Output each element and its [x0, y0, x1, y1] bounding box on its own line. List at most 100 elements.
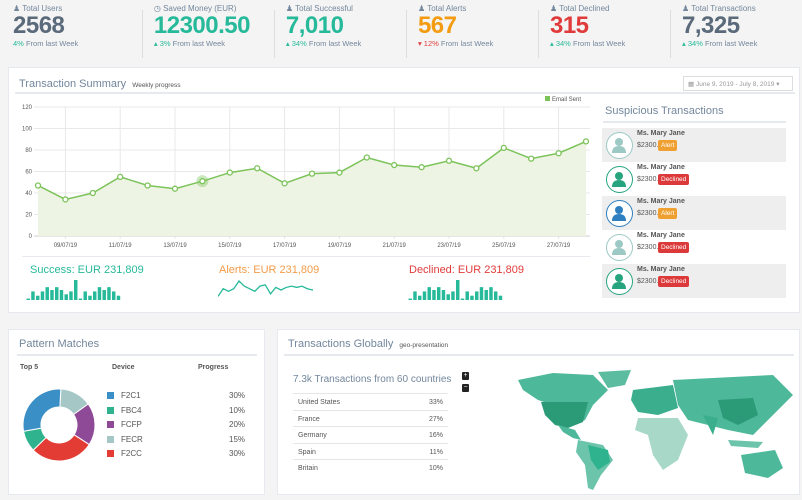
world-map: [518, 370, 793, 490]
spark-bar: [102, 290, 106, 300]
data-point[interactable]: [226, 169, 233, 176]
data-point[interactable]: [144, 182, 151, 189]
data-point[interactable]: [171, 185, 179, 192]
data-point[interactable]: [199, 178, 206, 185]
success-total: Success: EUR 231,809: [30, 264, 144, 276]
stat-total-declined: ♟ Total Declined 315 ▴ 34% From last Wee…: [537, 4, 670, 58]
global-headline: 7.3k Transactions from 60 countries: [293, 374, 452, 385]
spark-bar: [26, 298, 30, 300]
data-point[interactable]: [555, 150, 562, 157]
avatar: [606, 200, 633, 227]
change-text: From last Week: [440, 39, 494, 48]
suspicious-item[interactable]: Ms. Mary Jane $2300. Declined: [602, 230, 786, 264]
spark-bar: [498, 295, 503, 300]
data-point[interactable]: [418, 164, 425, 171]
date-range-text: June 9, 2019 - July 8, 2019: [695, 81, 775, 88]
change-pct: 34%: [291, 39, 307, 48]
stat-total-alerts: ♟ Total Alerts 567 ▾ 12% From last Week: [405, 4, 538, 58]
map-greenland: [598, 370, 631, 388]
stat-change: ▴ 34% From last Week: [682, 39, 802, 48]
data-point[interactable]: [528, 155, 535, 162]
spark-bar: [107, 287, 111, 300]
data-point[interactable]: [117, 173, 124, 181]
col-device: Device: [112, 364, 135, 371]
amount: $2300.: [637, 142, 659, 149]
data-point[interactable]: [308, 170, 316, 177]
stat-label: ♟ Total Successful: [286, 4, 406, 13]
suspicious-title: Suspicious Transactions: [605, 105, 724, 117]
map-africa: [635, 418, 688, 470]
date-range-picker[interactable]: ▦ June 9, 2019 - July 8, 2019 ▾: [683, 76, 793, 91]
legend-swatch: [107, 421, 114, 428]
donut-slice-f2c1[interactable]: [22, 388, 62, 432]
spark-bar: [55, 287, 59, 300]
y-tick-label: 120: [22, 105, 33, 111]
data-point[interactable]: [62, 196, 69, 203]
spark-bar: [456, 280, 460, 300]
progress-value: 20%: [229, 420, 246, 429]
spark-bar: [427, 287, 431, 300]
subtitle: Weekly progress: [132, 82, 181, 89]
spark-bar: [475, 291, 479, 300]
device-name: F2C1: [121, 391, 141, 400]
stat-label: ♟ Total Transactions: [682, 4, 802, 13]
zoom-in-button[interactable]: +: [462, 372, 469, 380]
change-text: From last Week: [25, 39, 79, 48]
stat-value: 2568: [13, 12, 65, 39]
stat-value: 315: [549, 12, 589, 39]
spark-bar: [83, 291, 87, 300]
device-name: FCFP: [121, 420, 142, 429]
map-usa: [541, 402, 588, 428]
map-india: [703, 415, 718, 435]
spark-bar: [494, 291, 498, 300]
arrow-down-icon: ▾: [417, 39, 422, 48]
user-icon: [612, 138, 626, 153]
country-name: Britain: [298, 465, 318, 472]
data-point[interactable]: [34, 182, 42, 189]
data-point[interactable]: [281, 180, 288, 187]
country-pct: 16%: [428, 432, 443, 439]
area-fill: [38, 141, 586, 236]
status-badge: Declined: [658, 174, 690, 185]
x-tick-label: 23/07/19: [437, 243, 461, 249]
data-point[interactable]: [89, 189, 96, 197]
change-text: From last Week: [308, 39, 362, 48]
arrow-up-icon: ▴: [153, 39, 158, 48]
data-point[interactable]: [363, 154, 370, 161]
suspicious-item[interactable]: Ms. Mary Jane $2300. Declined: [602, 264, 786, 298]
data-point[interactable]: [254, 165, 261, 172]
spark-bar: [78, 298, 83, 300]
stat-total-transactions: ♟ Total Transactions 7,325 ▴ 34% From la…: [670, 4, 802, 58]
spark-bar: [112, 291, 116, 300]
suspicious-item[interactable]: Ms. Mary Jane $2300. Alert: [602, 128, 786, 162]
change-pct: 3%: [159, 39, 171, 48]
y-tick-label: 60: [25, 170, 32, 176]
change-pct: 4%: [13, 39, 24, 48]
donut-chart: [22, 388, 96, 462]
spark-bar: [64, 294, 68, 300]
avatar: [606, 132, 633, 159]
data-point[interactable]: [391, 161, 398, 169]
status-badge: Alert: [658, 140, 678, 151]
spark-bar: [470, 295, 474, 300]
zoom-out-button[interactable]: −: [462, 384, 469, 392]
x-tick-label: 09/07/19: [54, 243, 78, 249]
data-point[interactable]: [473, 165, 480, 172]
suspicious-item[interactable]: Ms. Mary Jane $2300. Alert: [602, 196, 786, 230]
avatar: [606, 166, 633, 193]
country-row: France 27%: [293, 409, 448, 427]
country-name: Germany: [298, 432, 327, 439]
col-top5: Top 5: [20, 364, 39, 371]
customer-name: Ms. Mary Jane: [637, 198, 685, 205]
y-tick-label: 100: [22, 127, 33, 133]
data-point[interactable]: [582, 138, 590, 145]
label-text: Total Successful: [295, 4, 353, 13]
data-point[interactable]: [500, 144, 507, 151]
suspicious-item[interactable]: Ms. Mary Jane $2300. Declined: [602, 162, 786, 196]
country-row: Germany 16%: [293, 426, 448, 443]
user-icon: [612, 274, 626, 289]
data-point[interactable]: [336, 169, 343, 176]
user-icon: [612, 240, 626, 255]
data-point[interactable]: [445, 157, 453, 164]
spark-bar: [465, 291, 469, 300]
